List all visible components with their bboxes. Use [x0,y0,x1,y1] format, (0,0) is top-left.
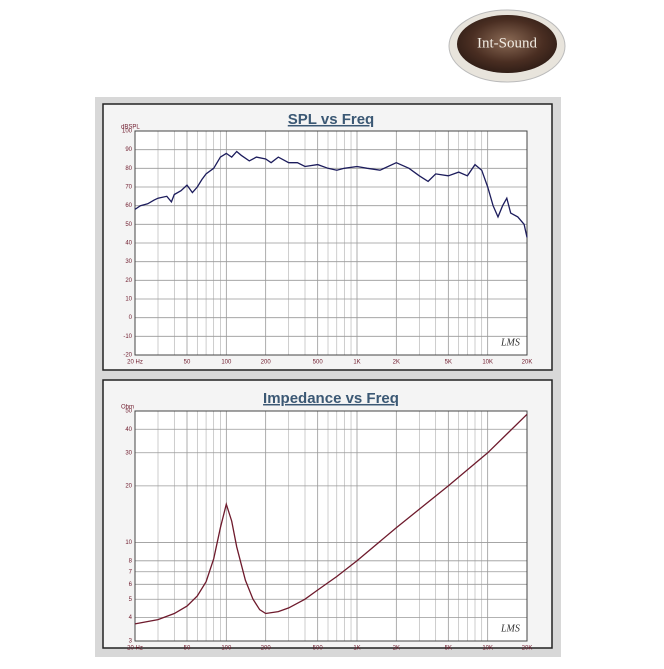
plot-area [135,411,527,641]
y-tick-label: 80 [125,166,132,172]
y-tick-label: 100 [122,129,133,135]
y-tick-label: 10 [125,297,132,303]
y-tick-label: 40 [125,241,132,247]
x-tick-label: 100 [221,646,232,652]
y-tick-label: 0 [129,315,133,321]
chart-title: SPL vs Freq [288,111,374,128]
y-tick-label: 30 [125,259,132,265]
y-tick-label: 50 [125,222,132,228]
data-line [134,150,528,238]
x-tick-label: 20K [522,360,533,366]
x-tick-label: 1K [353,360,360,366]
y-tick-label: 40 [125,427,132,433]
logo-badge [457,15,557,73]
plot-border [134,130,528,356]
x-tick-label: 10K [482,646,493,652]
x-tick-label: 20 Hz [127,646,143,652]
x-tick-label: 200 [261,360,272,366]
x-tick-label: 50 [184,646,191,652]
y-tick-label: 4 [129,615,133,621]
y-tick-label: 30 [125,450,132,456]
y-tick-label: 50 [125,409,132,415]
y-unit-label: dBSPL [121,125,140,131]
y-tick-label: -20 [123,353,132,359]
x-tick-label: 20K [522,646,533,652]
x-tick-label: 100 [221,360,232,366]
y-tick-label: 20 [125,278,132,284]
data-line [134,413,528,625]
x-tick-label: 20 Hz [127,360,143,366]
y-tick-label: 90 [125,147,132,153]
x-tick-label: 5K [445,646,452,652]
y-tick-label: 70 [125,185,132,191]
x-tick-label: 500 [313,646,324,652]
x-tick-label: 10K [482,360,493,366]
x-tick-label: 500 [313,360,324,366]
x-tick-label: 200 [261,646,272,652]
y-tick-label: 3 [129,639,133,645]
y-tick-label: 10 [125,540,132,546]
y-tick-label: 20 [125,483,132,489]
x-tick-label: 1K [353,646,360,652]
y-tick-label: 60 [125,203,132,209]
signature: LMS [500,623,520,634]
x-tick-label: 5K [445,360,452,366]
y-tick-label: 5 [129,597,133,603]
chart-title: Impedance vs Freq [263,390,399,407]
y-tick-label: 8 [129,558,133,564]
x-tick-label: 2K [393,360,400,366]
y-tick-label: -10 [123,334,132,340]
plot-border [134,410,528,642]
y-tick-label: 6 [129,582,133,588]
x-tick-label: 50 [184,360,191,366]
logo-text: Int-Sound [477,35,538,51]
y-tick-label: 7 [129,569,133,575]
x-tick-label: 2K [393,646,400,652]
signature: LMS [500,337,520,348]
y-unit-label: Ohm [121,405,134,411]
